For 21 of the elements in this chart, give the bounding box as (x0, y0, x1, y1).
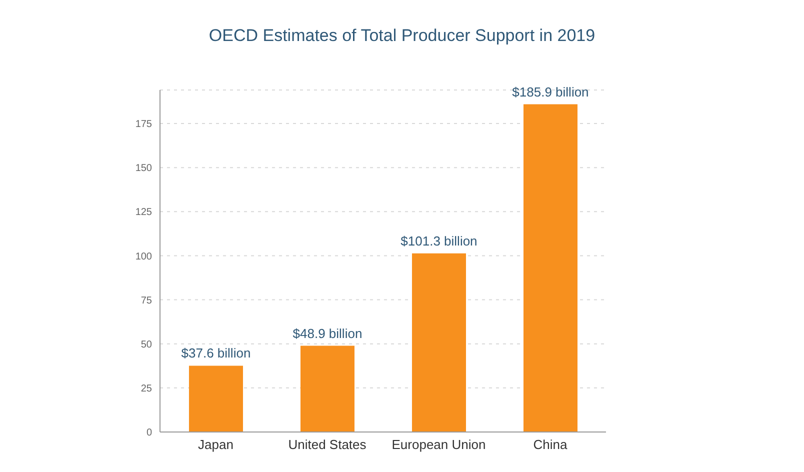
y-tick-label: 50 (140, 339, 152, 350)
bar (188, 366, 243, 432)
y-tick-label: 25 (140, 383, 152, 394)
bar (412, 253, 466, 432)
x-tick-label: United States (288, 437, 367, 452)
chart-title: OECD Estimates of Total Producer Support in 2019 (208, 25, 596, 47)
data-label: $101.3 billion (400, 233, 478, 248)
y-tick-label: 125 (135, 207, 152, 218)
y-tick-label: 150 (135, 163, 152, 174)
y-tick-label: 75 (140, 295, 152, 306)
data-label: $37.6 billion (181, 346, 251, 361)
y-tick-label: 175 (135, 119, 152, 130)
bar (300, 346, 354, 432)
x-tick-label: China (533, 437, 568, 452)
x-tick-label: European Union (392, 437, 486, 452)
data-label: $48.9 billion (292, 326, 362, 341)
bar (523, 104, 578, 432)
x-tick-label: Japan (198, 437, 234, 452)
data-label: $185.9 billion (512, 84, 589, 100)
y-tick-label: 0 (146, 428, 152, 439)
y-tick-label: 100 (135, 251, 152, 262)
